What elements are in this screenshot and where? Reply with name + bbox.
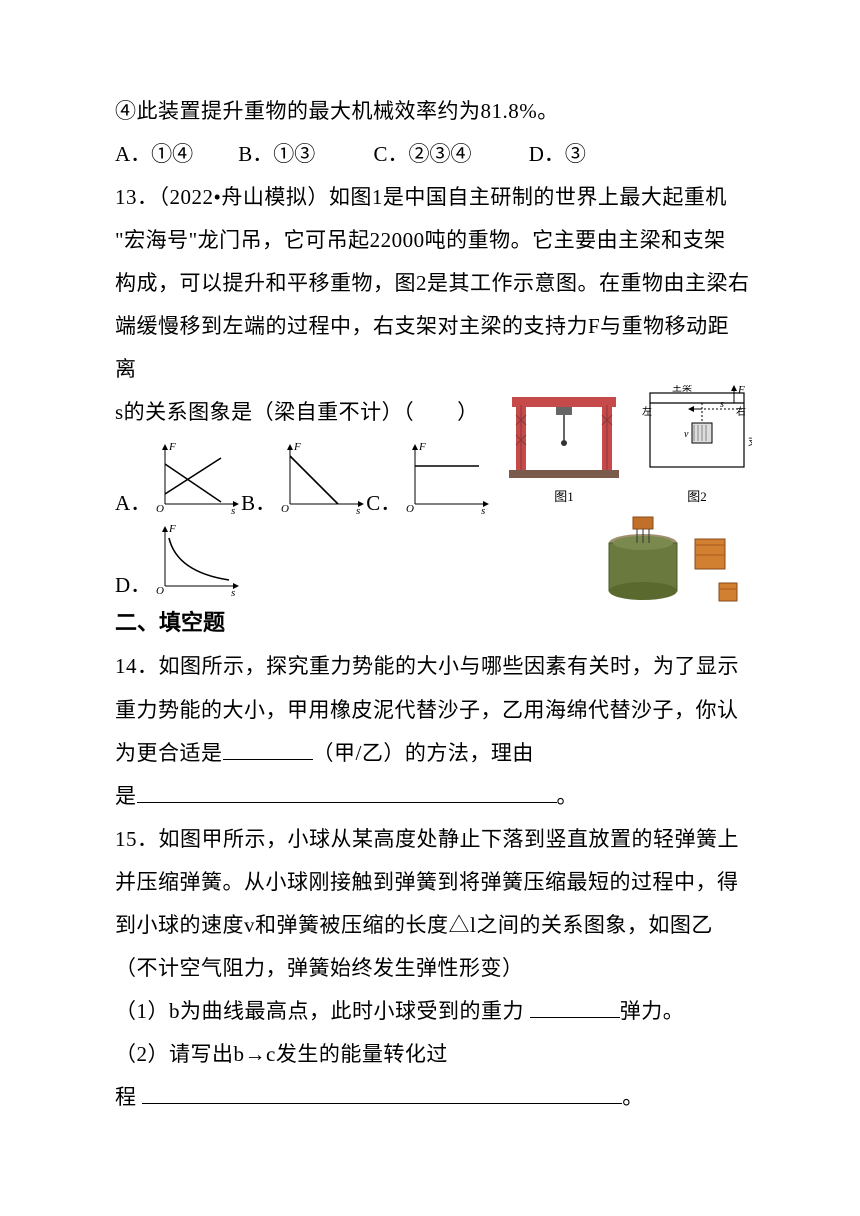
svg-text:O: O	[281, 503, 289, 515]
q15-sub1b: 弹力。	[620, 999, 685, 1023]
q14-l4a: 是	[115, 784, 137, 808]
graph-a-icon: F O s	[151, 440, 241, 516]
svg-text:s: s	[356, 505, 360, 516]
fig1-caption: 图1	[504, 486, 624, 505]
q13-line1: 13．（2022•舟山模拟）如图1是中国自主研制的世界上最大起重机	[115, 176, 750, 219]
q15-sub1a: （1）b为曲线最高点，此时小球受到的重力	[115, 999, 524, 1023]
svg-text:v: v	[684, 429, 689, 440]
q14-line4: 是。	[115, 775, 750, 818]
q14-line3: 为更合适是 （甲/乙）的方法，理由	[115, 732, 750, 775]
figure-1: 图1	[504, 385, 624, 505]
opt-a: A．①④	[115, 133, 233, 176]
q13-figures: 图1 主梁 左 右 支架 F load v s 图2	[504, 385, 752, 505]
svg-text:O: O	[156, 503, 164, 515]
graph-b-icon: F O s	[276, 440, 366, 516]
opt-d-label: D．	[115, 575, 151, 598]
blank-1[interactable]	[223, 736, 313, 759]
q15-sub1: （1）b为曲线最高点，此时小球受到的重力 弹力。	[115, 990, 750, 1033]
q13-line2: "宏海号"龙门吊，它可吊起22000吨的重物。它主要由主梁和支架	[115, 219, 750, 262]
blank-2[interactable]	[137, 780, 557, 803]
blank-3[interactable]	[530, 995, 620, 1018]
graph-c-icon: F O s	[401, 440, 491, 516]
svg-text:左: 左	[642, 405, 652, 418]
svg-text:s: s	[231, 505, 235, 516]
crane-icon	[504, 385, 624, 481]
preamble-text: ④此装置提升重物的最大机械效率约为81.8%。	[115, 90, 750, 133]
svg-text:主梁: 主梁	[672, 385, 692, 394]
svg-text:F: F	[168, 441, 176, 453]
q14-l4b: 。	[557, 784, 579, 808]
opt-b: B．①③	[238, 133, 368, 176]
svg-text:s: s	[481, 505, 485, 516]
q12-options: A．①④ B．①③ C．②③④ D．③	[115, 133, 750, 176]
svg-text:O: O	[156, 585, 164, 597]
opt-d: D．③	[529, 133, 586, 176]
bottle-cubes-icon	[595, 505, 745, 615]
q15-line1: 15．如图甲所示，小球从某高度处静止下落到竖直放置的轻弹簧上	[115, 818, 750, 861]
q14-l3a: 为更合适是	[115, 741, 223, 765]
svg-text:F: F	[418, 441, 426, 453]
blank-4[interactable]	[142, 1081, 622, 1104]
svg-text:s: s	[720, 399, 724, 410]
opt-c: C．②③④	[374, 133, 524, 176]
graph-d-icon: F O s	[151, 522, 241, 598]
opt-b-label: B．	[241, 493, 276, 516]
q15-sub2-line1: （2）请写出b→c发生的能量转化过	[115, 1033, 750, 1076]
svg-text:支架: 支架	[748, 436, 752, 448]
q14-l3b: （甲/乙）的方法，理由	[313, 741, 534, 765]
svg-text:F: F	[293, 441, 301, 453]
q15-line4: （不计空气阻力，弹簧始终发生弹性形变）	[115, 947, 750, 990]
q15-line3: 到小球的速度v和弹簧被压缩的长度△l之间的关系图象，如图乙	[115, 904, 750, 947]
svg-text:右: 右	[736, 405, 746, 418]
q14-figure	[595, 505, 745, 620]
figure-2: 主梁 左 右 支架 F load v s 图2	[642, 385, 752, 505]
q14-line2: 重力势能的大小，甲用橡皮泥代替沙子，乙用海绵代替沙子，你认	[115, 689, 750, 732]
svg-text:O: O	[406, 503, 414, 515]
opt-c-label: C．	[366, 493, 401, 516]
q14-line1: 14．如图所示，探究重力势能的大小与哪些因素有关时，为了显示	[115, 645, 750, 688]
schematic-icon: 主梁 左 右 支架 F load v s	[642, 385, 752, 481]
fig2-caption: 图2	[642, 486, 752, 505]
q15-line2: 并压缩弹簧。从小球刚接触到弹簧到将弹簧压缩最短的过程中，得	[115, 861, 750, 904]
svg-text:s: s	[231, 587, 235, 598]
q15-sub2b: 程	[115, 1085, 137, 1109]
q13-line4: 端缓慢移到左端的过程中，右支架对主梁的支持力F与重物移动距离	[115, 305, 750, 391]
svg-text:F: F	[168, 523, 176, 535]
q15-sub2c: 。	[622, 1085, 644, 1109]
opt-a-label: A．	[115, 493, 151, 516]
q15-sub2-line2: 程 。	[115, 1076, 750, 1119]
svg-text:F: F	[737, 385, 745, 396]
q13-line3: 构成，可以提升和平移重物，图2是其工作示意图。在重物由主梁右	[115, 262, 750, 305]
